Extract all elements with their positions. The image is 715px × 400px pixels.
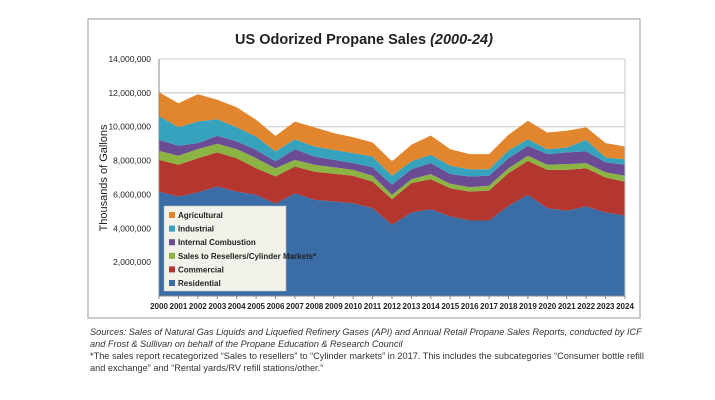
x-tick-label: 2006	[267, 302, 285, 311]
x-tick-label: 2024	[616, 302, 634, 311]
legend-label: Residential	[178, 279, 221, 288]
area-internal-combustion	[159, 135, 625, 195]
y-tick-label: 4,000,000	[113, 223, 151, 233]
sources-note: Sources: Sales of Natural Gas Liquids an…	[90, 327, 642, 349]
caption: Sources: Sales of Natural Gas Liquids an…	[90, 326, 650, 374]
x-tick-label: 2003	[208, 302, 226, 311]
x-tick-label: 2022	[577, 302, 595, 311]
x-tick-label: 2013	[403, 302, 421, 311]
x-tick-label: 2005	[247, 302, 265, 311]
y-tick-label: 6,000,000	[113, 189, 151, 199]
chart-title: US Odorized Propane Sales (2000-24)	[235, 32, 493, 48]
legend-swatch	[169, 225, 175, 232]
legend-swatch	[169, 280, 175, 286]
legend-item: Commercial	[169, 265, 224, 274]
x-tick-label: 2002	[189, 302, 207, 311]
x-tick-label: 2021	[558, 302, 576, 311]
legend-item: Internal Combustion	[169, 238, 256, 247]
y-tick-label: 8,000,000	[113, 156, 151, 166]
legend-label: Agricultural	[178, 211, 223, 220]
footnote: *The sales report recategorized “Sales t…	[90, 351, 644, 373]
x-tick-label: 2015	[441, 302, 459, 311]
y-tick-label: 12,000,000	[108, 88, 151, 98]
legend-swatch	[169, 266, 175, 273]
y-axis-label: Thousands of Gallons	[98, 124, 110, 232]
x-tick-label: 2001	[170, 302, 188, 311]
x-tick-label: 2000	[150, 302, 168, 311]
area-agricultural	[159, 92, 625, 176]
legend-label: Sales to Resellers/Cylinder Markets*	[178, 252, 317, 261]
legend-item: Sales to Resellers/Cylinder Markets*	[169, 252, 317, 261]
x-tick-label: 2008	[305, 302, 323, 311]
area-sales-to-resellers-cylinder-markets	[159, 143, 625, 200]
x-tick-label: 2004	[228, 302, 246, 311]
y-tick-label: 10,000,000	[108, 122, 151, 132]
axes: 2,000,000 4,000,000 6,000,000 8,000,000 10,0…	[108, 54, 634, 311]
x-tick-label: 2023	[597, 302, 615, 311]
x-tick-label: 2019	[519, 302, 537, 311]
legend-label: Internal Combustion	[178, 238, 256, 247]
x-tick-label: 2018	[500, 302, 518, 311]
x-tick-label: 2016	[461, 302, 479, 311]
x-tick-label: 2012	[383, 302, 401, 311]
legend-item: Agricultural	[169, 211, 223, 220]
y-tick-label: 2,000,000	[113, 257, 151, 267]
x-tick-label: 2020	[538, 302, 556, 311]
x-tick-label: 2009	[325, 302, 343, 311]
y-tick-label: 14,000,000	[108, 54, 151, 64]
legend-box	[163, 205, 287, 292]
legend-swatch	[169, 212, 175, 218]
area-industrial	[159, 115, 625, 185]
area-commercial	[159, 152, 625, 225]
x-tick-label: 2014	[422, 302, 440, 311]
legend-item: Residential	[169, 279, 221, 288]
x-tick-label: 2010	[344, 302, 362, 311]
legend-label: Industrial	[178, 225, 214, 234]
legend: Agricultural Industrial Internal Combustio…	[163, 205, 317, 292]
x-tick-label: 2007	[286, 302, 304, 311]
stacked-area-chart: US Odorized Propane Sales (2000-24) Thou…	[87, 18, 641, 319]
legend-swatch	[169, 252, 175, 259]
legend-swatch	[169, 239, 175, 246]
x-tick-label: 2017	[480, 302, 498, 311]
legend-label: Commercial	[178, 265, 224, 274]
x-tick-label: 2011	[364, 302, 382, 311]
legend-item: Industrial	[169, 225, 214, 234]
